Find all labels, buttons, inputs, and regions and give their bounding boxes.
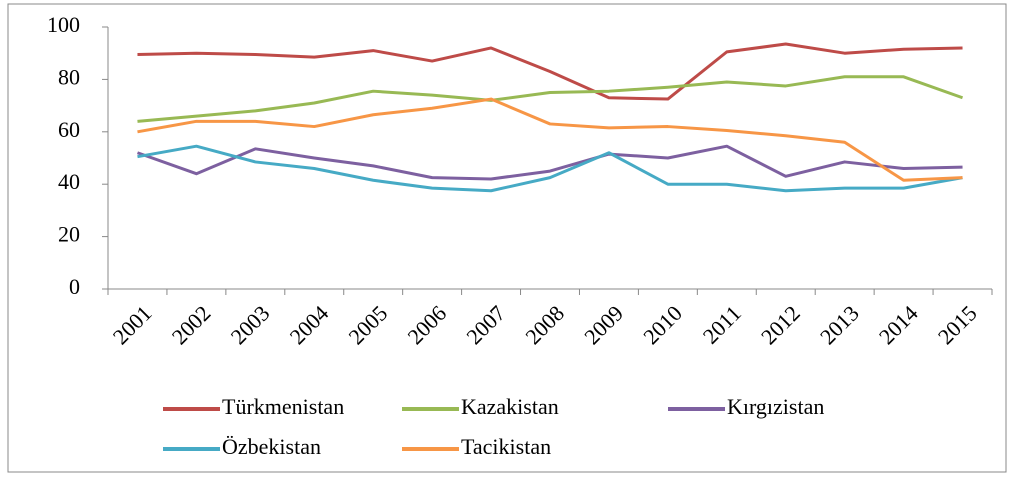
chart-border xyxy=(7,3,1007,473)
y-tick-label: 20 xyxy=(58,222,80,247)
series-line xyxy=(137,97,963,182)
y-tick-label: 0 xyxy=(69,274,80,299)
legend-label: Kazakistan xyxy=(461,394,559,419)
legend-label: Tacikistan xyxy=(461,434,551,459)
y-tick-label: 40 xyxy=(58,169,80,194)
series-line xyxy=(136,144,963,181)
series-line xyxy=(137,42,963,101)
legend-label: Özbekistan xyxy=(222,434,321,459)
y-tick-label: 100 xyxy=(47,12,80,37)
y-tick-label: 60 xyxy=(58,117,80,142)
legend-label: Türkmenistan xyxy=(222,394,344,419)
legend-label: Kırgızistan xyxy=(727,394,824,419)
series-line xyxy=(137,144,963,193)
y-tick-label: 80 xyxy=(58,64,80,89)
series-line xyxy=(137,75,964,123)
